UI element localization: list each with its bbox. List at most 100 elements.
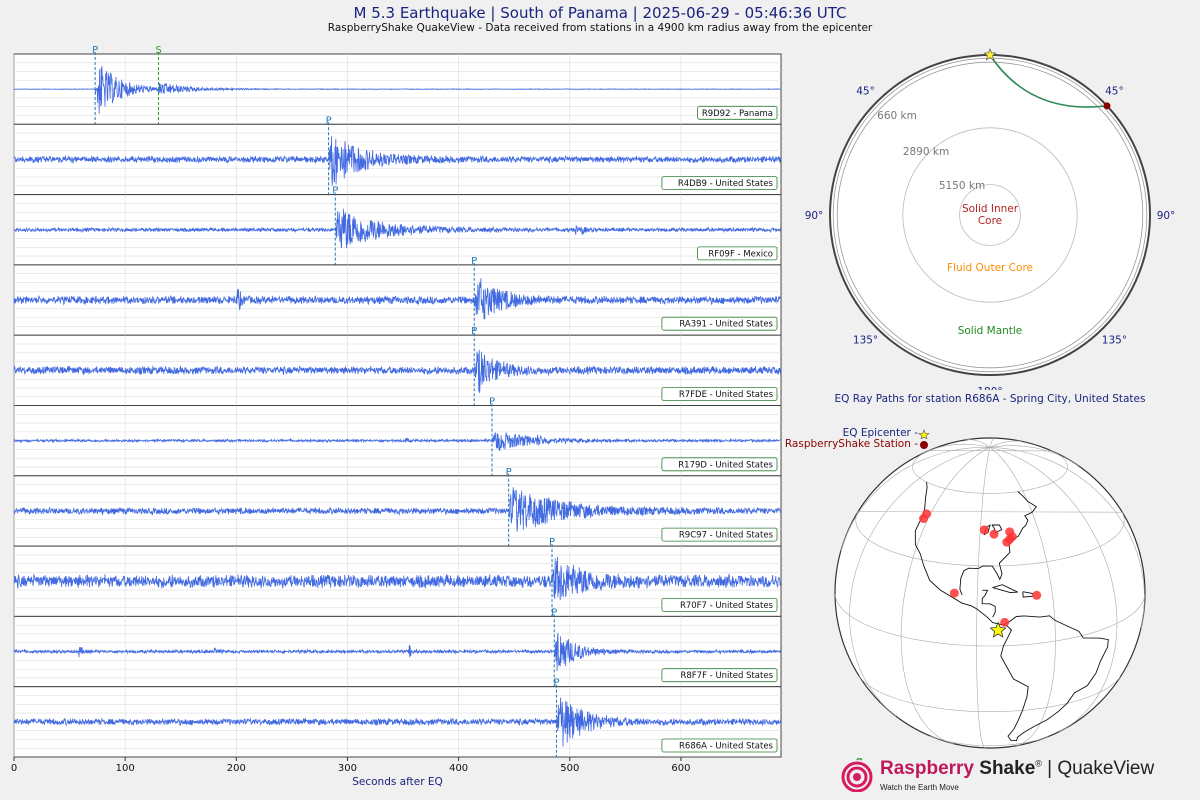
station-label-box [661,387,778,401]
station-label-box [697,105,778,120]
coastline [991,524,1003,534]
p-arrival-label: P [506,467,512,478]
depth-label: 5150 km [939,180,985,192]
trace-panel: R686A - United States [13,684,782,758]
seismogram-trace [13,487,782,532]
ray-path-title: EQ Ray Paths for station R686A - Spring … [834,393,1146,405]
brand-name: Raspberry Shake® | QuakeView [880,758,1154,780]
seismogram-trace [13,697,782,747]
legend-station-label: RaspberryShake Station - [784,438,918,450]
station-label-box [661,738,778,753]
seismogram-trace [13,556,782,601]
coastline [992,584,1018,593]
station-label-box [661,316,778,331]
x-tick-label: 400 [449,763,468,774]
p-arrival-label: P [551,607,557,618]
layer-boundary [959,184,1021,246]
graticule-longitude [989,447,1118,732]
trace-panel: RF09F - Mexico [13,192,782,266]
graticule-longitude [976,447,991,749]
epicenter-star-icon [989,621,1007,638]
station-label-box [697,246,778,261]
station-marker [989,529,999,539]
epicenter-star-icon [983,48,997,61]
station-marker [1005,527,1015,537]
x-tick-label: 600 [671,763,690,774]
station-marker [949,588,959,598]
graticule-longitude [840,446,990,551]
ray-path [989,54,1108,108]
p-arrival-label: P [92,45,98,56]
station-label: R686A - United States [679,742,774,752]
seismogram-panel: R9D92 - Panama P S R4DB9 - United States P RF… [11,45,782,788]
brand-product: QuakeView [1057,758,1155,779]
angle-label: 90° [805,210,824,222]
graticule-latitude [834,593,1146,647]
station-label: R9C97 - United States [679,531,774,541]
graticule-longitude [966,439,991,448]
graticule-latitude [912,450,1068,494]
seismogram-trace [13,208,781,249]
x-tick-label: 100 [116,763,135,774]
p-arrival-label: P [471,326,477,337]
angle-label: 135° [853,334,878,346]
s-arrival-label: S [155,45,161,56]
station-marker [979,525,989,535]
station-label: R179D - United States [678,460,773,470]
graticule-longitude [989,440,1022,448]
p-arrival-label: P [471,256,477,267]
trace-panel: R179D - United States [13,403,782,477]
seismogram-trace [13,65,782,114]
station-marker [919,514,929,524]
depth-label: 2890 km [903,146,949,158]
station-marker [1103,102,1111,110]
coastline [914,482,1109,742]
globe-legend: EQ Epicenter - RaspberryShake Station - [780,428,930,450]
trace-panel: R9C97 - United States [13,473,782,547]
coastline [959,491,1037,595]
station-label: R4DB9 - United States [678,179,774,189]
legend-epicenter-label: EQ Epicenter - [842,427,918,439]
seismogram-trace [13,633,782,672]
station-label: R7FDE - United States [679,390,774,400]
brand-separator: | [1041,758,1058,779]
angle-label: 45° [856,86,875,98]
brand-name-red: Raspberry [880,758,974,779]
layer-boundary [836,61,1144,369]
globe-outline [834,437,1146,749]
x-axis-label: Seconds after EQ [352,776,443,788]
x-tick-label: 500 [560,763,579,774]
graticule-latitude [855,511,1125,567]
seismogram-trace [13,278,781,320]
station-marker [1002,537,1012,547]
inner-core-label: Core [978,215,1002,227]
x-tick-label: 300 [338,763,357,774]
graticule-latitude [858,676,1121,713]
brand-logo: Raspberry Shake® | QuakeView Watch the E… [840,752,1160,796]
p-arrival-label: P [332,186,338,197]
chart-title: M 5.3 Earthquake | South of Panama | 202… [353,4,847,22]
trace-panel: RA391 - United States [13,262,782,336]
brand-name-dark: Shake [979,758,1036,779]
station-label-box [661,598,778,612]
chart-subtitle: RaspberryShake QuakeView - Data received… [327,22,873,34]
station-marker [1000,617,1010,627]
station-label: RF09F - Mexico [708,249,773,259]
trace-panel: R4DB9 - United States [13,122,782,196]
brand-reg: ® [1035,758,1042,769]
graticule-longitude [989,445,1079,466]
angle-label: 90° [1157,210,1176,222]
seismogram-trace [13,432,782,452]
station-label-box [661,668,778,683]
trace-panel: R9D92 - Panama [13,52,782,125]
p-arrival-label: P [549,537,555,548]
outer-core-label: Fluid Outer Core [947,262,1033,274]
graticule-longitude [989,447,1145,628]
star-icon [918,428,930,439]
trace-panel: R8F7F - United States [13,614,782,688]
layer-boundary [832,57,1148,373]
x-tick-label: 0 [11,763,17,774]
angle-label: 45° [1105,86,1124,98]
trace-panel: R7FDE - United States [13,333,782,407]
